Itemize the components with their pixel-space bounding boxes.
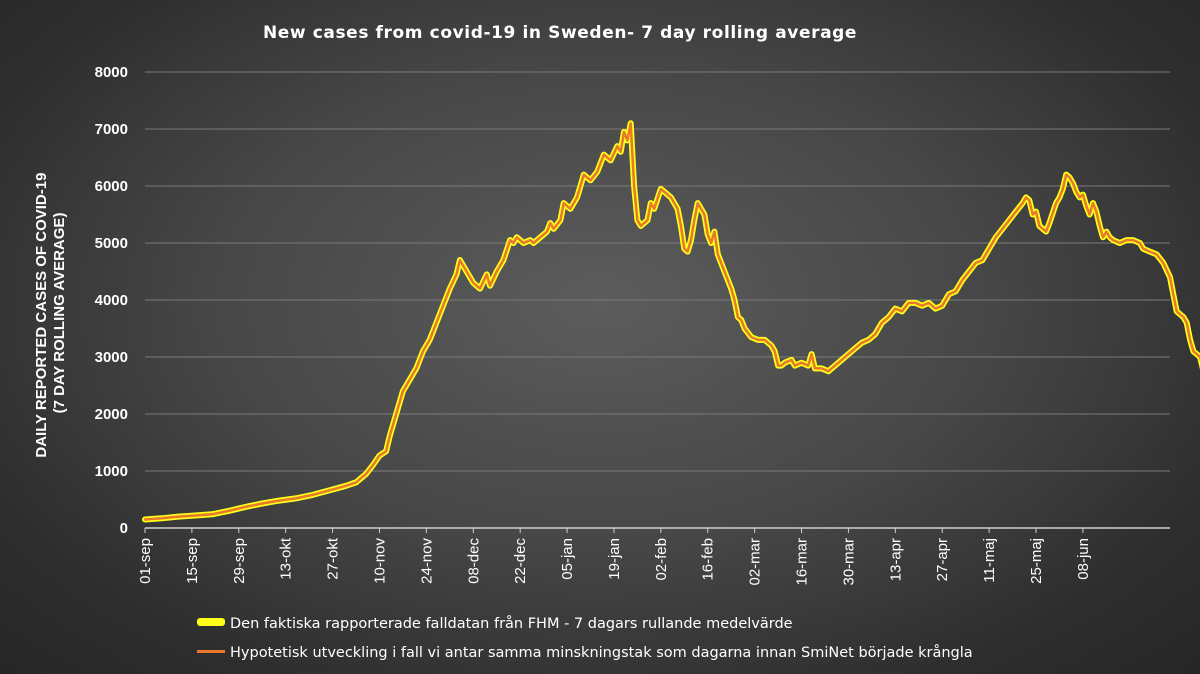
x-tick-08-jun: 08-jun xyxy=(1075,538,1092,580)
x-tick-02-feb: 02-feb xyxy=(653,538,670,581)
y-tick-7000: 7000 xyxy=(95,121,128,138)
chart-title: New cases from covid-19 in Sweden- 7 day… xyxy=(263,23,857,43)
x-tick-25-maj: 25-maj xyxy=(1028,538,1045,584)
y-tick-8000: 8000 xyxy=(95,64,128,81)
x-tick-08-dec: 08-dec xyxy=(465,538,482,584)
y-axis-label-line-1: DAILY REPORTED CASES OF COVID-19 xyxy=(33,173,50,458)
x-tick-10-nov: 10-nov xyxy=(371,538,388,584)
y-tick-6000: 6000 xyxy=(95,178,128,195)
x-tick-11-maj: 11-maj xyxy=(981,538,998,583)
y-tick-1000: 1000 xyxy=(95,463,128,480)
x-tick-27-apr: 27-apr xyxy=(934,538,951,581)
y-axis-label: DAILY REPORTED CASES OF COVID-19 (7 DAY … xyxy=(33,168,68,457)
y-tick-2000: 2000 xyxy=(95,406,128,423)
x-tick-27-okt: 27-okt xyxy=(325,537,342,580)
series-actual-line xyxy=(142,120,1200,523)
x-tick-labels: 01-sep 15-sep 29-sep 13-okt 27-okt 10-nov 24-n… xyxy=(137,537,1092,585)
y-axis-label-line-2: (7 DAY ROLLING AVERAGE) xyxy=(51,213,68,414)
x-tick-16-feb: 16-feb xyxy=(700,538,717,581)
legend-swatch-hypothetical xyxy=(197,650,225,653)
x-tick-02-mar: 02-mar xyxy=(747,538,764,586)
series-hypothetical-line xyxy=(143,122,1200,521)
x-tick-30-mar: 30-mar xyxy=(840,538,857,586)
y-tick-5000: 5000 xyxy=(95,235,128,252)
x-tick-16-mar: 16-mar xyxy=(794,538,811,586)
y-tick-4000: 4000 xyxy=(95,292,128,309)
legend-label-actual: Den faktiska rapporterade falldatan från… xyxy=(230,615,793,632)
gridlines xyxy=(144,71,1170,533)
x-tick-15-sep: 15-sep xyxy=(184,538,201,584)
y-tick-3000: 3000 xyxy=(95,349,128,366)
x-tick-22-dec: 22-dec xyxy=(512,538,529,584)
legend-label-hypothetical: Hypotetisk utveckling i fall vi antar sa… xyxy=(230,644,973,661)
legend-swatch-actual xyxy=(197,618,225,626)
x-tick-29-sep: 29-sep xyxy=(231,538,248,584)
x-tick-19-jan: 19-jan xyxy=(606,538,623,580)
y-tick-0: 0 xyxy=(120,520,128,537)
y-tick-labels: 0 1000 2000 3000 4000 5000 6000 7000 8000 xyxy=(95,64,128,537)
legend: Den faktiska rapporterade falldatan från… xyxy=(197,615,973,661)
x-tick-13-okt: 13-okt xyxy=(278,537,295,580)
x-tick-13-apr: 13-apr xyxy=(887,538,904,581)
series-lines xyxy=(142,120,1200,523)
x-tick-24-nov: 24-nov xyxy=(418,538,435,584)
x-tick-05-jan: 05-jan xyxy=(559,538,576,580)
x-tick-01-sep: 01-sep xyxy=(137,538,154,584)
